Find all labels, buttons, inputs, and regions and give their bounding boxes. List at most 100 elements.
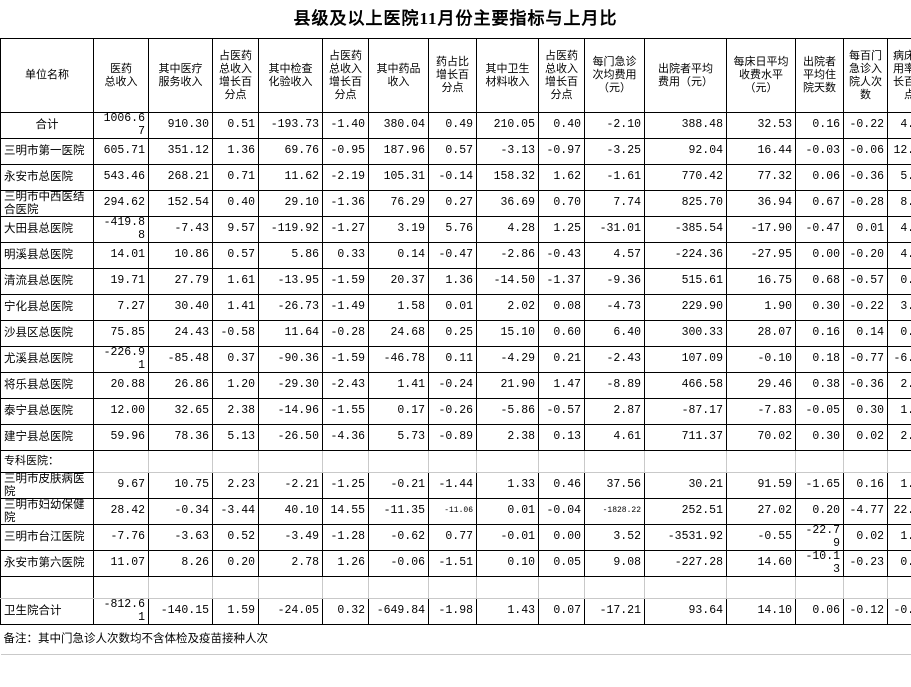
cell-r6-c12: 0.68 — [795, 268, 844, 295]
cell-r19-c13: -0.12 — [843, 598, 888, 625]
cell-r6-c6: 1.36 — [428, 268, 477, 295]
cell-r7-c0: 7.27 — [93, 294, 149, 321]
cell-r1-c5: 187.96 — [368, 138, 429, 165]
row-unit-name: 卫生院合计 — [0, 598, 94, 625]
cell-r12-c8: 0.13 — [538, 424, 585, 451]
cell-r0-c3: -193.73 — [258, 112, 323, 139]
cell-r17-c12: -10.13 — [795, 550, 844, 577]
cell-r8-c12: 0.16 — [795, 320, 844, 347]
cell-r2-c8: 1.62 — [538, 164, 585, 191]
cell-r1-c4: -0.95 — [322, 138, 369, 165]
cell-r9-c11: -0.10 — [726, 346, 796, 373]
cell-r6-c10: 515.61 — [644, 268, 727, 295]
cell-r7-c14: 3.35 — [887, 294, 911, 321]
cell-r19-c4: 0.32 — [322, 598, 369, 625]
cell-r3-c12: 0.67 — [795, 190, 844, 217]
cell-r4-c9: -31.01 — [584, 216, 645, 243]
cell-r15-c0: 28.42 — [93, 498, 149, 525]
row-unit-name: 合计 — [0, 112, 94, 139]
cell-r12-c12: 0.30 — [795, 424, 844, 451]
cell-r2-c0: 543.46 — [93, 164, 149, 191]
cell-r17-c9: 9.08 — [584, 550, 645, 577]
column-header-10: 每门急诊 次均费用 （元） — [584, 38, 645, 113]
cell-r2-c9: -1.61 — [584, 164, 645, 191]
cell-r9-c14: -6.91 — [887, 346, 911, 373]
cell-r4-c11: -17.90 — [726, 216, 796, 243]
cell-r6-c4: -1.59 — [322, 268, 369, 295]
cell-r7-c8: 0.08 — [538, 294, 585, 321]
cell-r11-c2: 2.38 — [212, 398, 259, 425]
cell-r18-c11 — [726, 576, 796, 599]
cell-r14-c0: 9.67 — [93, 472, 149, 499]
cell-r11-c12: -0.05 — [795, 398, 844, 425]
cell-r5-c3: 5.86 — [258, 242, 323, 269]
cell-r0-c11: 32.53 — [726, 112, 796, 139]
cell-r18-c5 — [368, 576, 429, 599]
table-row: 三明市中西医结合医院 294.62 152.54 0.40 29.10 -1.36 76.2… — [0, 190, 911, 217]
row-unit-name: 永安市第六医院 — [0, 550, 94, 577]
cell-r5-c4: 0.33 — [322, 242, 369, 269]
cell-r16-c5: -0.62 — [368, 524, 429, 551]
cell-r2-c11: 77.32 — [726, 164, 796, 191]
row-unit-name: 明溪县总医院 — [0, 242, 94, 269]
cell-r19-c6: -1.98 — [428, 598, 477, 625]
cell-r18-c13 — [843, 576, 888, 599]
cell-r3-c8: 0.70 — [538, 190, 585, 217]
page-title: 县级及以上医院11月份主要指标与上月比 — [293, 9, 618, 28]
row-unit-name: 清流县总医院 — [0, 268, 94, 295]
cell-r18-c10 — [644, 576, 727, 599]
cell-r12-c11: 70.02 — [726, 424, 796, 451]
cell-r11-c14: 1.94 — [887, 398, 911, 425]
row-unit-name: 建宁县总医院 — [0, 424, 94, 451]
cell-r4-c1: -7.43 — [148, 216, 213, 243]
cell-r7-c1: 30.40 — [148, 294, 213, 321]
cell-r2-c2: 0.71 — [212, 164, 259, 191]
cell-r17-c4: 1.26 — [322, 550, 369, 577]
cell-r13-c10 — [644, 450, 727, 473]
cell-r14-c5: -0.21 — [368, 472, 429, 499]
cell-r10-c7: 21.90 — [476, 372, 539, 399]
cell-r19-c7: 1.43 — [476, 598, 539, 625]
cell-r17-c13: -0.23 — [843, 550, 888, 577]
cell-r3-c2: 0.40 — [212, 190, 259, 217]
cell-r1-c0: 605.71 — [93, 138, 149, 165]
cell-r15-c14: 22.03 — [887, 498, 911, 525]
cell-r7-c2: 1.41 — [212, 294, 259, 321]
cell-r5-c1: 10.86 — [148, 242, 213, 269]
cell-r16-c12: -22.79 — [795, 524, 844, 551]
cell-r9-c8: 0.21 — [538, 346, 585, 373]
cell-r6-c3: -13.95 — [258, 268, 323, 295]
cell-r14-c3: -2.21 — [258, 472, 323, 499]
cell-r15-c11: 27.02 — [726, 498, 796, 525]
cell-r11-c3: -14.96 — [258, 398, 323, 425]
cell-r7-c10: 229.90 — [644, 294, 727, 321]
column-header-7: 药占比 增长百 分点 — [428, 38, 477, 113]
cell-r17-c3: 2.78 — [258, 550, 323, 577]
cell-r4-c5: 3.19 — [368, 216, 429, 243]
cell-r12-c13: 0.02 — [843, 424, 888, 451]
row-unit-name: 宁化县总医院 — [0, 294, 94, 321]
cell-r0-c14: 4.34 — [887, 112, 911, 139]
section-label-row: 专科医院： — [0, 450, 911, 473]
table-row: 尤溪县总医院 -226.91 -85.48 0.37 -90.36 -1.59 -46.78… — [0, 346, 911, 373]
cell-r18-c0 — [93, 576, 149, 599]
cell-r19-c2: 1.59 — [212, 598, 259, 625]
row-unit-name: 尤溪县总医院 — [0, 346, 94, 373]
cell-r4-c10: -385.54 — [644, 216, 727, 243]
cell-r5-c5: 0.14 — [368, 242, 429, 269]
cell-r0-c13: -0.22 — [843, 112, 888, 139]
cell-r5-c14: 4.53 — [887, 242, 911, 269]
cell-r14-c1: 10.75 — [148, 472, 213, 499]
table-row: 合计 1006.67 910.30 0.51 -193.73 -1.40 380.04 0.4… — [0, 112, 911, 139]
cell-r8-c2: -0.58 — [212, 320, 259, 347]
cell-r4-c3: -119.92 — [258, 216, 323, 243]
cell-r8-c13: 0.14 — [843, 320, 888, 347]
cell-r11-c13: 0.30 — [843, 398, 888, 425]
column-header-2: 其中医疗 服务收入 — [148, 38, 213, 113]
cell-r16-c7: -0.01 — [476, 524, 539, 551]
cell-r12-c14: 2.82 — [887, 424, 911, 451]
cell-r19-c9: -17.21 — [584, 598, 645, 625]
cell-r1-c1: 351.12 — [148, 138, 213, 165]
cell-r13-c8 — [538, 450, 585, 473]
cell-r15-c3: 40.10 — [258, 498, 323, 525]
